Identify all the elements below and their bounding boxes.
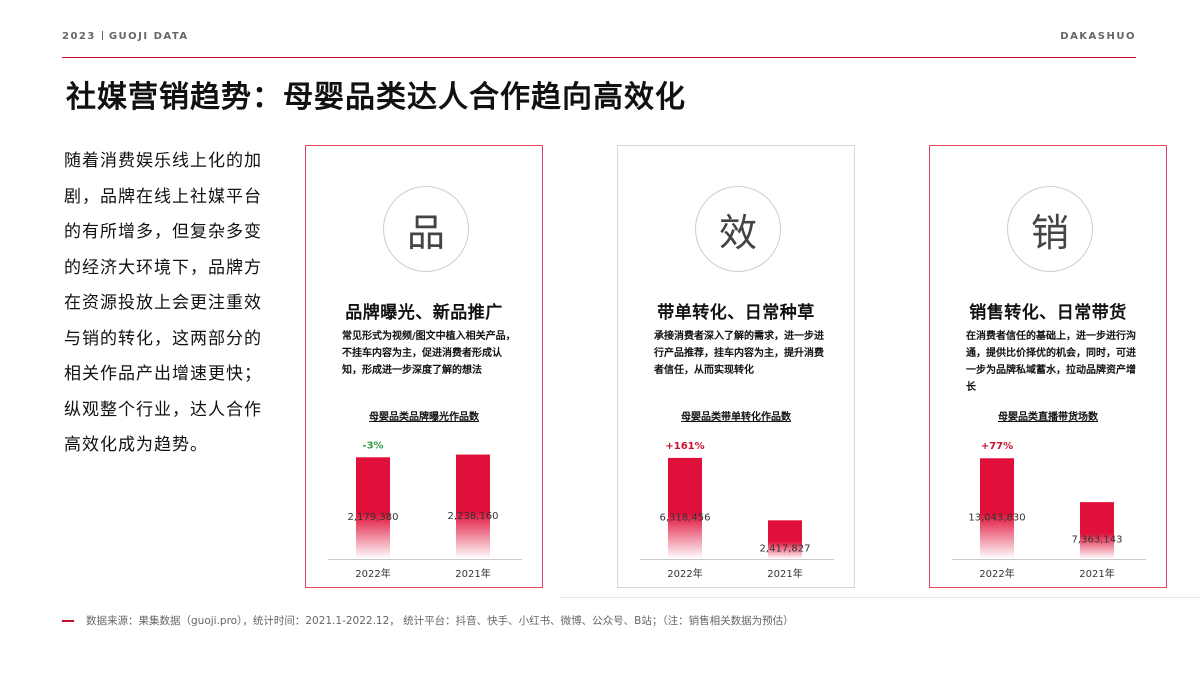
bar-1 <box>768 520 802 559</box>
header-divider <box>62 57 1136 58</box>
category-label-0: 2022年 <box>355 567 390 580</box>
intro-text: 随着消费娱乐线上化的加剧，品牌在线上社媒平台的有所增多，但复杂多变的经济大环境下… <box>64 151 262 455</box>
category-label-1: 2021年 <box>767 567 802 580</box>
card-sales-conversion: 销 销售转化、日常带货 在消费者信任的基础上，进一步进行沟通，提供比价择优的机会… <box>929 145 1167 588</box>
footer-source: 数据来源：果集数据（guoji.pro），统计时间：2021.1-2022.12… <box>86 615 794 627</box>
category-label-1: 2021年 <box>1079 567 1114 580</box>
bar-chart-brand-exposure: 2,179,380 2022年 -3% 2,238,160 2021年 <box>328 440 522 580</box>
data-label-1: 2,238,160 <box>448 511 499 522</box>
card-brand-exposure: 品 品牌曝光、新品推广 常见形式为视频/图文中植入相关产品，不挂车内容为主，促进… <box>305 145 543 588</box>
data-label-1: 2,417,827 <box>760 544 811 555</box>
card-icon-circle: 效 <box>695 186 781 272</box>
chart-title: 母婴品类品牌曝光作品数 <box>369 412 479 423</box>
data-label-0: 2,179,380 <box>348 512 399 523</box>
header-brand: GUOJI DATA <box>108 31 189 42</box>
bar-chart-live-sales: 13,043,830 2022年 +77% 7,363,143 2021年 <box>952 441 1146 580</box>
bar-chart-order-conversion: 6,318,456 2022年 +161% 2,417,827 2021年 <box>640 441 834 580</box>
card-order-conversion: 效 带单转化、日常种草 承接消费者深入了解的需求，进一步进行产品推荐，挂车内容为… <box>617 145 855 588</box>
change-label: +77% <box>981 441 1013 452</box>
header-right-brand: DAKASHUO <box>1060 31 1136 42</box>
card-title: 带单转化、日常种草 <box>657 303 815 323</box>
bar-1 <box>1080 502 1114 559</box>
category-label-1: 2021年 <box>455 567 490 580</box>
card-title: 销售转化、日常带货 <box>969 303 1127 323</box>
card-description: 在消费者信任的基础上，进一步进行沟通，提供比价择优的机会，同时，可进一步为品牌私… <box>966 331 1136 393</box>
footer-divider <box>560 597 1200 598</box>
card-icon-circle: 销 <box>1007 186 1093 272</box>
bar-0 <box>980 458 1014 559</box>
change-label: +161% <box>665 441 704 452</box>
category-label-0: 2022年 <box>667 567 702 580</box>
change-label: -3% <box>362 440 383 451</box>
header-left: 2023 GUOJI DATA <box>62 31 189 42</box>
page-title: 社媒营销趋势：母婴品类达人合作趋向高效化 <box>66 80 686 115</box>
header-separator <box>101 31 103 40</box>
card-icon-circle: 品 <box>383 186 469 272</box>
chart-title: 母婴品类带单转化作品数 <box>681 412 791 423</box>
bar-0 <box>668 457 702 559</box>
footer-mark <box>62 620 74 622</box>
data-label-0: 13,043,830 <box>968 513 1025 524</box>
category-label-0: 2022年 <box>979 567 1014 580</box>
chart-title: 母婴品类直播带货场数 <box>998 412 1098 423</box>
card-description: 常见形式为视频/图文中植入相关产品，不挂车内容为主，促进消费者形成认知，形成进一… <box>342 331 516 376</box>
card-title: 品牌曝光、新品推广 <box>345 303 503 323</box>
data-label-1: 7,363,143 <box>1072 535 1123 546</box>
data-label-0: 6,318,456 <box>660 512 711 523</box>
card-description: 承接消费者深入了解的需求，进一步进行产品推荐，挂车内容为主，提升消费者信任，从而… <box>654 331 824 376</box>
bar-1 <box>456 454 490 559</box>
bar-0 <box>356 457 390 559</box>
header-year: 2023 <box>62 31 96 42</box>
